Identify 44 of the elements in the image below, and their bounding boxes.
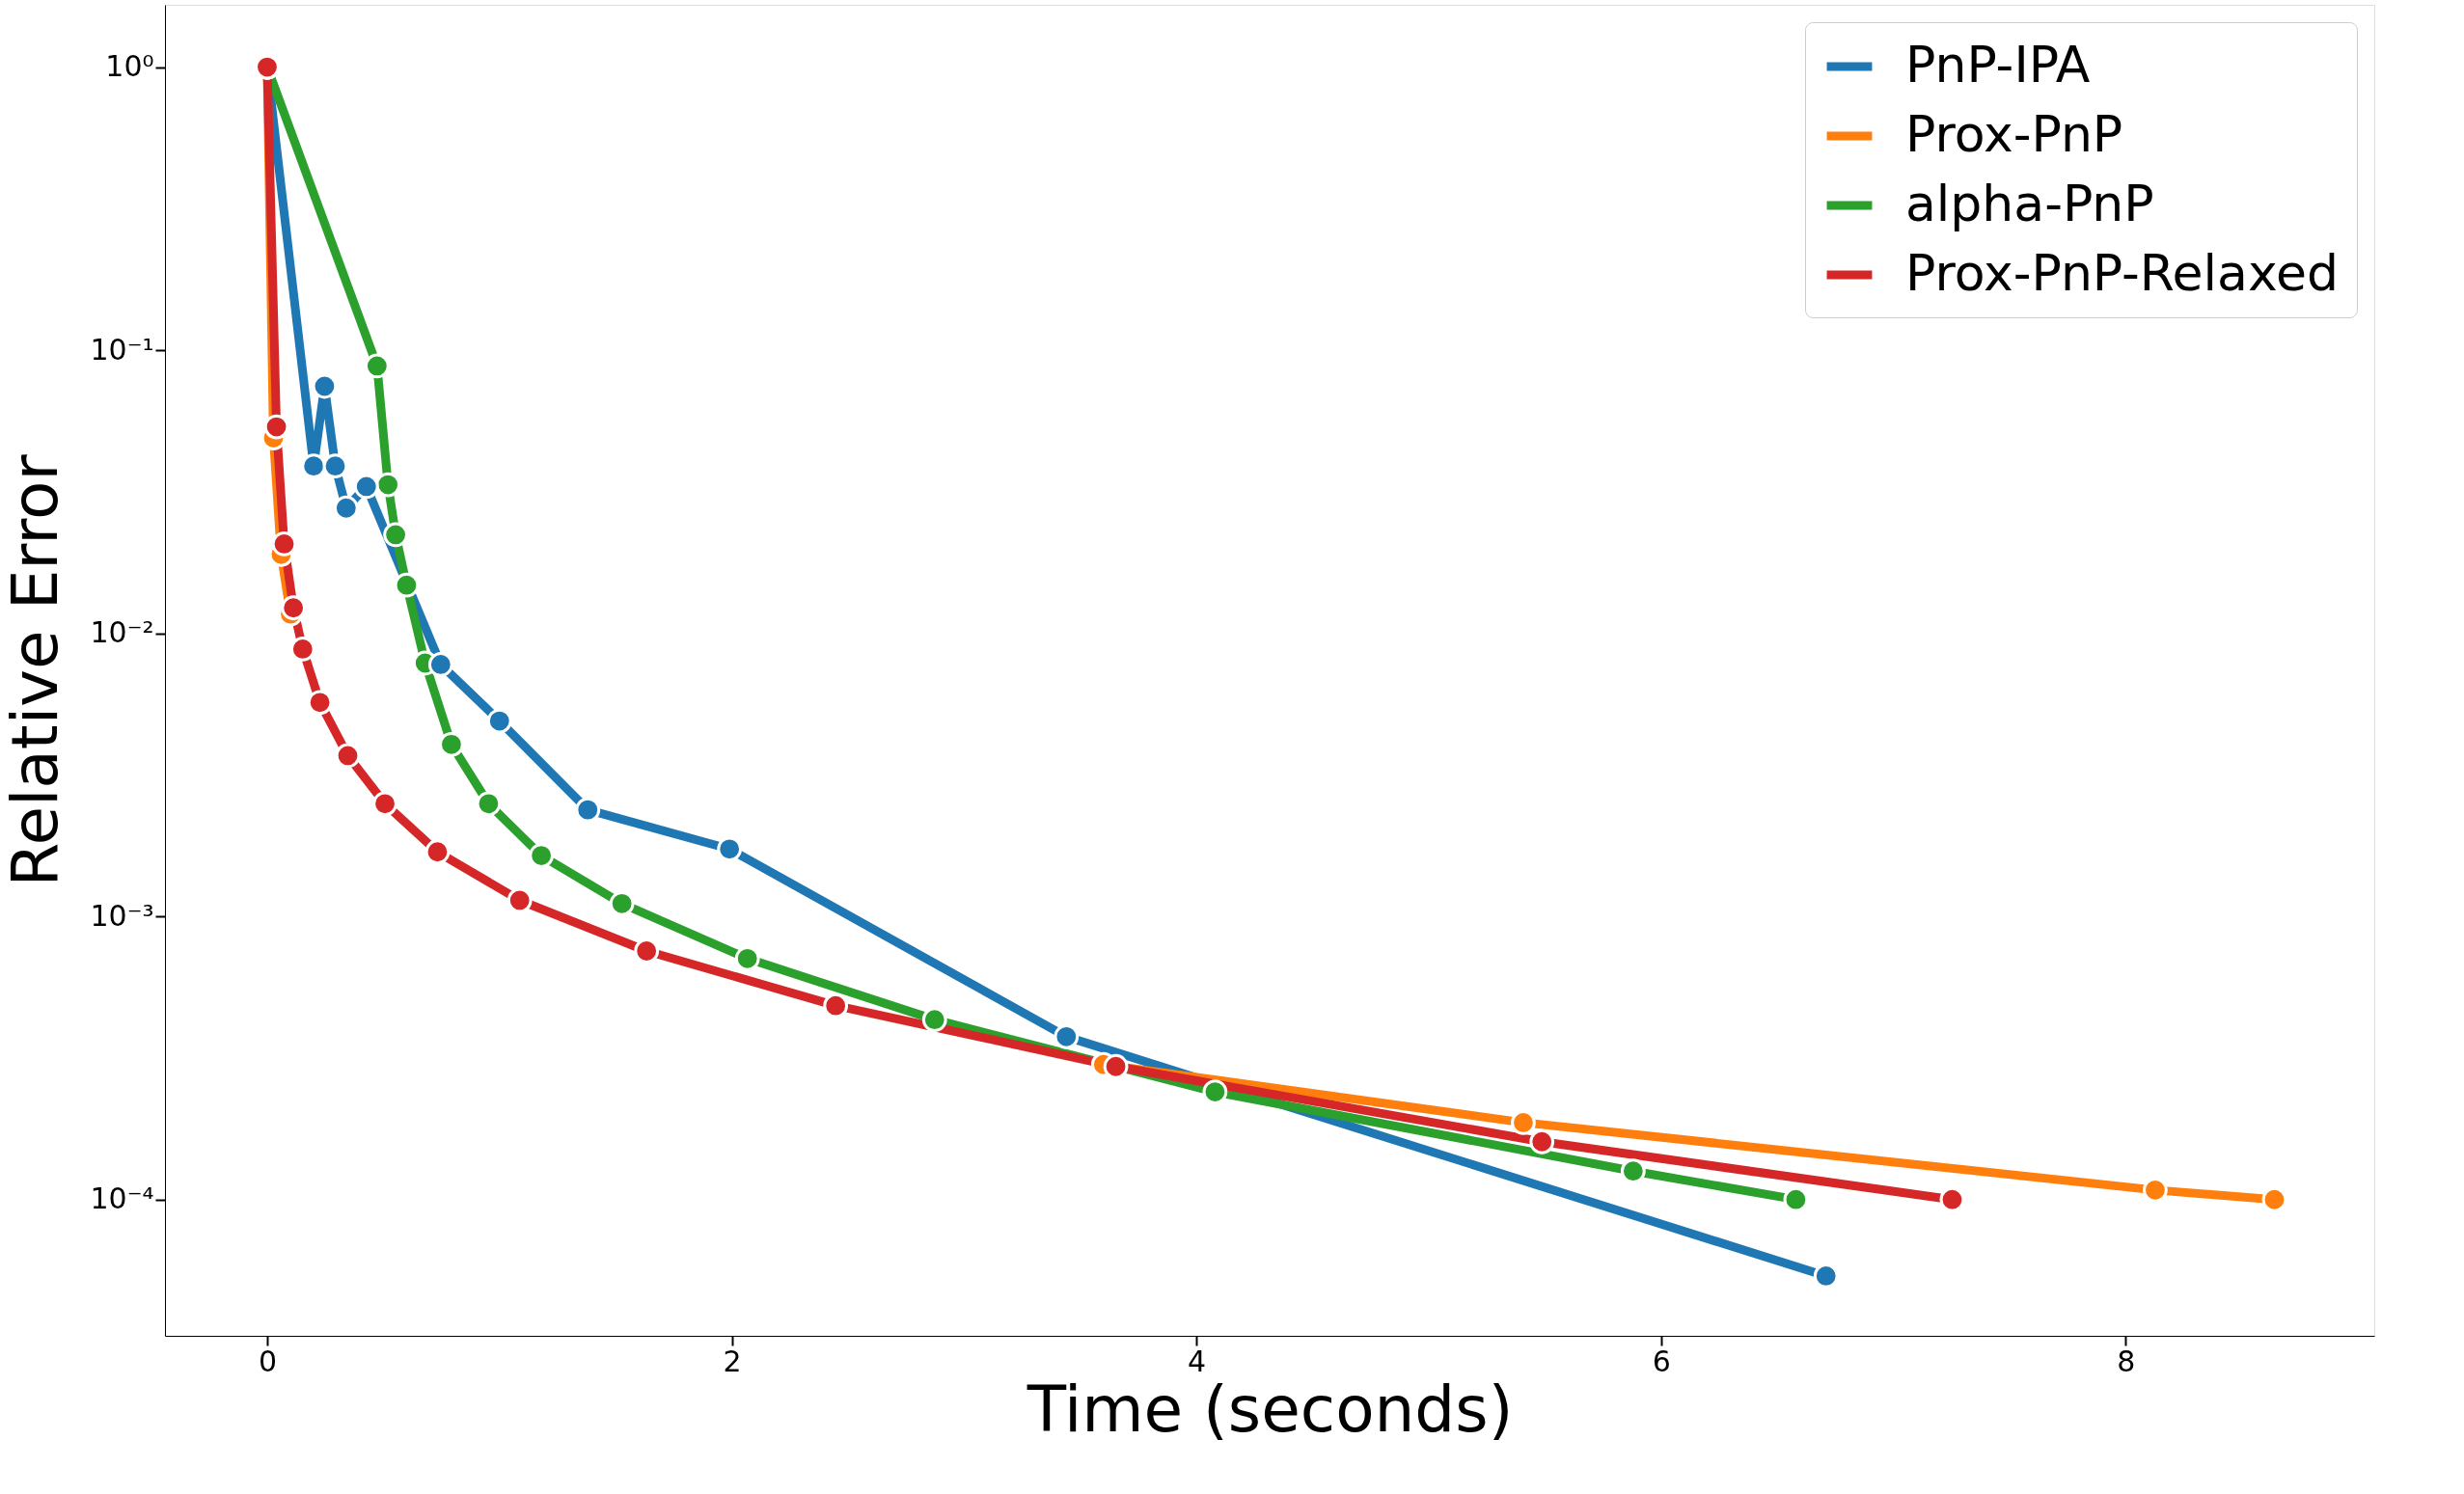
y-tick-label: 10⁻⁴: [90, 1182, 154, 1216]
point: [1202, 1079, 1228, 1104]
point: [427, 652, 453, 677]
point: [322, 453, 348, 479]
point: [353, 474, 379, 500]
point: [921, 1007, 947, 1033]
x-tick-label: 0: [258, 1344, 277, 1378]
x-tick-label: 8: [2117, 1344, 2136, 1378]
point: [529, 843, 554, 868]
x-tick-label: 2: [723, 1344, 742, 1378]
point: [1813, 1263, 1839, 1289]
y-tick-label: 10⁻²: [90, 615, 154, 650]
point: [372, 791, 397, 817]
point: [271, 531, 297, 557]
point: [1783, 1186, 1809, 1212]
legend-label: Prox-PnP-Relaxed: [1905, 244, 2340, 302]
y-tick-label: 10⁻³: [90, 898, 154, 933]
point: [823, 992, 849, 1019]
y-axis-title: Relative Error: [0, 453, 73, 887]
point: [307, 690, 333, 716]
point: [439, 731, 464, 757]
point: [1511, 1110, 1536, 1135]
point: [1103, 1053, 1129, 1079]
y-tick-label: 10⁰: [105, 49, 154, 84]
point: [486, 708, 512, 734]
legend-label: alpha-PnP: [1905, 175, 2154, 232]
point: [394, 572, 420, 598]
point: [717, 836, 743, 862]
y-tick-label: 10⁻¹: [90, 332, 154, 367]
legend-label: Prox-PnP: [1905, 105, 2123, 163]
point: [634, 938, 660, 964]
point: [333, 495, 359, 521]
legend-label: PnP-IPA: [1905, 36, 2091, 94]
point: [424, 839, 451, 865]
x-tick-label: 6: [1652, 1344, 1671, 1378]
point: [1939, 1186, 1965, 1212]
point: [312, 373, 338, 399]
point: [1529, 1128, 1555, 1154]
point: [2261, 1186, 2287, 1212]
point: [335, 743, 361, 769]
point: [506, 887, 533, 913]
point: [575, 797, 601, 823]
point: [476, 791, 502, 817]
point: [263, 414, 289, 440]
